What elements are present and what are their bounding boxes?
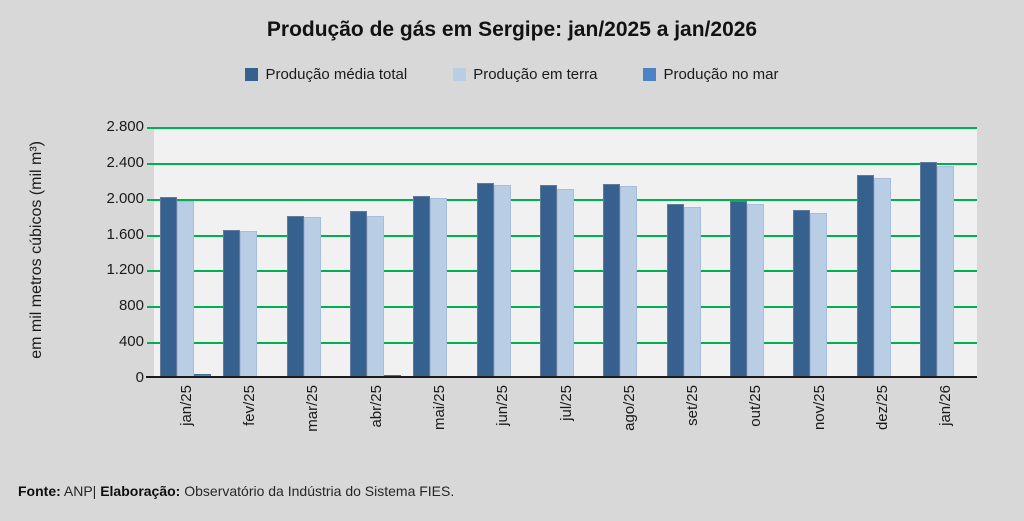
x-tick-label-text: mar/25 [303,385,321,432]
x-tick-label-out-25: out/25 [745,385,765,471]
x-tick-label-set-25: set/25 [682,385,702,471]
x-tick-label-ago-25: ago/25 [619,385,639,471]
chart-title: Produção de gás em Sergipe: jan/2025 a j… [266,18,758,41]
x-tick-label-text: mai/25 [430,385,448,431]
bar-producao-em-terra-abr-25 [367,216,384,378]
x-tick-label-jul-25: jul/25 [556,385,576,471]
bar-producao-em-terra-set-25 [684,207,701,378]
y-tickmark-1200 [147,270,154,272]
gridline-2800 [154,127,977,129]
legend-swatch-medium-blue [643,68,657,81]
y-tick-label-1.600: 1.600 [106,226,144,243]
bar-producao-media-total-ago-25 [603,184,620,378]
x-tick-label-jan-25: jan/25 [176,385,196,471]
y-tickmark-800 [147,306,154,308]
bar-producao-media-total-nov-25 [793,210,810,378]
x-tick-label-text: nov/25 [810,385,828,431]
y-tick-label-1.200: 1.200 [106,261,144,278]
x-tick-label-text: out/25 [746,385,764,427]
x-tick-label-abr-25: abr/25 [366,385,386,471]
y-tick-label-400: 400 [118,333,144,350]
bar-producao-media-total-abr-25 [350,211,367,378]
y-tickmark-2800 [147,127,154,129]
source-label: Fonte: [18,483,61,499]
legend: Produção média total Produção em terra P… [0,66,1024,83]
x-tick-label-text: jun/25 [493,385,511,426]
bar-producao-media-total-fev-25 [223,230,240,378]
bar-producao-em-terra-dez-25 [874,178,891,378]
bar-producao-media-total-jan-25 [160,197,177,378]
x-tick-label-text: dez/25 [873,385,891,431]
legend-item-producao-media-total: Produção média total [245,66,407,83]
gridline-2400 [154,163,977,165]
legend-item-producao-em-terra: Produção em terra [453,66,597,83]
bar-producao-em-terra-jul-25 [557,189,574,378]
bar-producao-em-terra-out-25 [747,204,764,378]
bar-producao-em-terra-nov-25 [810,213,827,378]
x-tick-label-text: jan/26 [936,385,954,426]
plot-area [146,127,977,378]
elaboration-label: Elaboração: [100,483,181,499]
x-tick-label-text: abr/25 [367,385,385,428]
x-tick-label-text: set/25 [683,385,701,426]
x-tick-label-nov-25: nov/25 [809,385,829,471]
elaboration-value: Observatório da Indústria do Sistema FIE… [180,483,455,499]
bar-producao-em-terra-mar-25 [304,217,321,378]
x-tick-label-jun-25: jun/25 [492,385,512,471]
y-axis-title: em mil metros cúbicos (mil m³) [28,141,45,359]
legend-item-producao-no-mar: Produção no mar [643,66,779,83]
x-axis-line [146,376,977,378]
x-tick-label-jan-26: jan/26 [935,385,955,471]
y-tick-label-800: 800 [118,297,144,314]
bar-producao-media-total-jun-25 [477,183,494,378]
x-tick-label-dez-25: dez/25 [872,385,892,471]
legend-label: Produção no mar [663,66,779,83]
x-tick-label-mai-25: mai/25 [429,385,449,471]
source-value: ANP| [60,483,101,499]
bar-producao-em-terra-jun-25 [494,185,511,378]
bar-producao-media-total-jul-25 [540,185,557,378]
x-tick-label-text: jul/25 [557,385,575,421]
bar-producao-media-total-set-25 [667,204,684,378]
y-tick-label-2.400: 2.400 [106,154,144,171]
legend-label: Produção em terra [473,66,598,83]
legend-label: Produção média total [265,66,408,83]
bar-producao-media-total-jan-26 [920,162,937,378]
x-tick-label-text: fev/25 [240,385,258,426]
y-tick-label-2.800: 2.800 [106,118,144,135]
x-tick-label-fev-25: fev/25 [239,385,259,471]
legend-swatch-light-blue [453,68,467,81]
source-note: Fonte: ANP| Elaboração: Observatório da … [18,483,454,499]
x-tick-label-mar-25: mar/25 [302,385,322,471]
legend-swatch-dark-blue [245,68,259,81]
y-tickmark-2000 [147,199,154,201]
y-tickmark-1600 [147,235,154,237]
bar-producao-em-terra-fev-25 [240,231,257,378]
bar-producao-em-terra-jan-26 [937,166,954,378]
bar-producao-media-total-mar-25 [287,216,304,378]
x-tick-label-text: ago/25 [620,385,638,431]
bar-producao-media-total-mai-25 [413,196,430,378]
bar-producao-media-total-out-25 [730,201,747,378]
bar-producao-em-terra-ago-25 [620,186,637,378]
bar-producao-media-total-dez-25 [857,175,874,378]
y-tickmark-2400 [147,163,154,165]
bar-producao-em-terra-jan-25 [177,201,194,378]
bar-producao-em-terra-mai-25 [430,198,447,378]
y-tick-label-2.000: 2.000 [106,190,144,207]
y-tickmark-400 [147,342,154,344]
y-tick-label-0: 0 [135,369,144,386]
x-tick-label-text: jan/25 [177,385,195,426]
